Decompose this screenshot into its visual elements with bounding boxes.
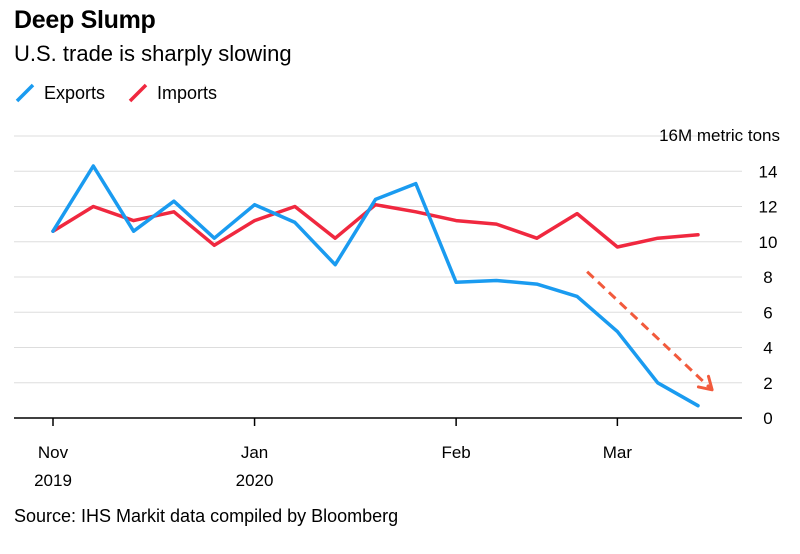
y-tick-label: 2 [763, 374, 772, 393]
y-unit-label: 16M metric tons [659, 126, 780, 145]
x-tick-label: Nov [38, 443, 69, 462]
trend-arrow-head [696, 374, 714, 392]
x-tick-year-label: 2019 [34, 471, 72, 490]
legend-item-exports: Exports [14, 82, 105, 104]
chart-subtitle: U.S. trade is sharply slowing [14, 41, 292, 66]
y-tick-label: 12 [759, 198, 778, 217]
axes: 0 2 4 6 8 10 12 14 16M metric tons Nov 2019 Jan 2020… [34, 126, 780, 490]
legend-item-imports: Imports [127, 82, 217, 104]
annotations [586, 270, 714, 392]
series-line-imports [51, 202, 700, 249]
y-tick-label: 10 [759, 233, 778, 252]
exports-legend-icon [15, 83, 35, 103]
series-lines [51, 164, 700, 408]
chart-title: Deep Slump [14, 6, 156, 34]
y-tick-label: 4 [763, 339, 772, 358]
legend: Exports Imports [14, 82, 239, 104]
y-tick-label: 0 [763, 409, 772, 428]
x-tick-label: Mar [603, 443, 633, 462]
series-line-exports [51, 164, 700, 408]
y-tick-label: 6 [763, 303, 772, 322]
y-tick-label: 8 [763, 268, 772, 287]
grid-lines [14, 135, 742, 419]
source-note: Source: IHS Markit data compiled by Bloo… [14, 506, 399, 526]
y-tick-label: 14 [759, 162, 778, 181]
x-tick-year-label: 2020 [236, 471, 274, 490]
trend-arrow-line [586, 270, 714, 391]
legend-label-exports: Exports [44, 82, 106, 103]
legend-label-imports: Imports [157, 82, 218, 103]
x-tick-label: Feb [441, 443, 470, 462]
imports-legend-icon [128, 83, 148, 103]
x-tick-label: Jan [241, 443, 268, 462]
